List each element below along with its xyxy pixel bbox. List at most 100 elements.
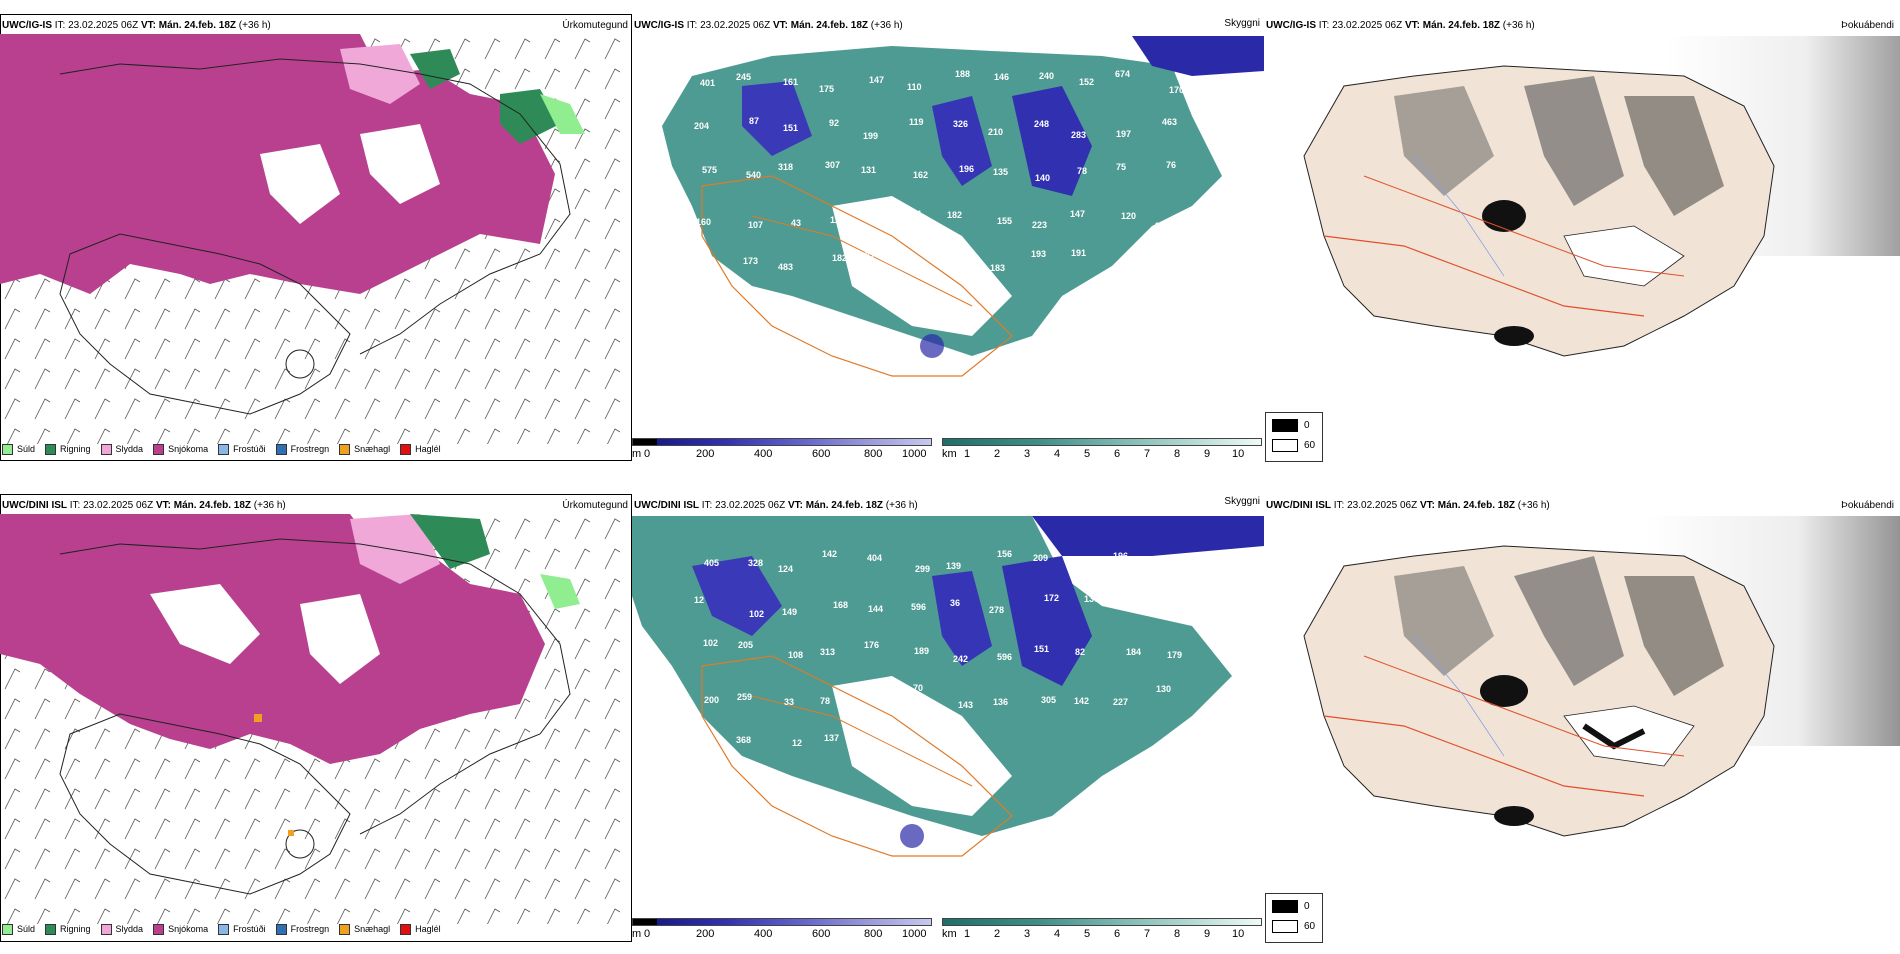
legend-label: Haglél <box>415 924 441 934</box>
visibility-value-label: 149 <box>782 607 797 617</box>
visibility-value-label: 27 <box>1121 263 1131 273</box>
legend-swatch <box>275 443 287 455</box>
visibility-value-label: 204 <box>694 121 709 131</box>
visibility-value-label: 240 <box>1039 71 1054 81</box>
visibility-value-label: 140 <box>1035 173 1050 183</box>
legend-item: Frostúði <box>218 443 266 455</box>
visibility-value-label: 368 <box>736 735 751 745</box>
visibility-value-label: 305 <box>1041 695 1056 705</box>
visibility-value-label: 137 <box>824 733 839 743</box>
visibility-value-label: 196 <box>1113 551 1128 561</box>
precip-panel-row1: UWC/IG-IS IT: 23.02.2025 06Z VT: Mán. 24… <box>0 14 632 474</box>
colorbar-m-tick: 400 <box>754 928 773 940</box>
visibility-value-label: 61 <box>700 294 710 304</box>
visibility-value-label: 326 <box>953 119 968 129</box>
visibility-value-label: 227 <box>1113 697 1128 707</box>
fog-legend-high: 60 <box>1304 440 1316 451</box>
visibility-value-label: 189 <box>914 646 929 656</box>
visibility-colorbars: m 0 200 400 600 800 1000 km 1 2 3 4 5 6 … <box>632 918 1264 954</box>
colorbar-km-tick: 5 <box>1084 928 1091 940</box>
colorbar-km-tick: 10 <box>1232 928 1245 940</box>
visibility-value-label: 318 <box>778 162 793 172</box>
legend-swatch <box>2 923 13 935</box>
legend-item: Rigning <box>45 443 91 455</box>
colorbar-km-tick: 4 <box>1054 928 1061 940</box>
colorbar-km <box>942 438 1262 446</box>
legend-label: Frostúði <box>233 444 266 454</box>
legend-item: Snjókoma <box>153 443 208 455</box>
visibility-value-label: 674 <box>1115 69 1130 79</box>
visibility-value-label: 184 <box>1126 647 1141 657</box>
legend-label: Haglél <box>415 444 441 454</box>
panel-title: Þokuábendi <box>1841 20 1894 31</box>
visibility-value-label: 283 <box>1071 130 1086 140</box>
panel-title: Úrkomutegund <box>562 20 628 31</box>
visibility-value-label: 36 <box>950 598 960 608</box>
panel-header: UWC/DINI ISL IT: 23.02.2025 06Z VT: Mán.… <box>2 500 286 511</box>
visibility-value-label: 136 <box>993 697 1008 707</box>
fog-legend-row2: 0 60 <box>1265 893 1323 943</box>
legend-label: Snæhagl <box>354 444 391 454</box>
colorbar-km-unit: km <box>942 448 957 460</box>
legend-swatch <box>153 923 165 935</box>
visibility-value-label: 299 <box>915 564 930 574</box>
visibility-value-label: 197 <box>1116 129 1131 139</box>
colorbar-km-tick: 8 <box>1174 928 1181 940</box>
colorbar-m-tick: 600 <box>812 928 831 940</box>
visibility-value-label: 173 <box>743 256 758 266</box>
colorbar-km-tick: 6 <box>1114 928 1121 940</box>
colorbar-km-tick: 4 <box>1054 448 1061 460</box>
legend-swatch <box>400 923 412 935</box>
visibility-value-label: 156 <box>997 549 1012 559</box>
visibility-value-label: 142 <box>822 549 837 559</box>
precip-legend: Súld Rigning Slydda Snjókoma Frostúði Fr… <box>2 438 441 460</box>
legend-item: Frostúði <box>218 923 266 935</box>
visibility-value-label: 33 <box>784 697 794 707</box>
visibility-value-label: 151 <box>913 261 928 271</box>
visibility-value-label: 155 <box>997 216 1012 226</box>
visibility-value-label: 313 <box>820 647 835 657</box>
visibility-value-label: 223 <box>1032 220 1047 230</box>
visibility-value-label: 788 <box>1080 566 1095 576</box>
colorbar-km-tick: 2 <box>994 448 1001 460</box>
visibility-value-label: 147 <box>1155 557 1170 567</box>
visibility-value-label: 18 <box>1167 251 1177 261</box>
colorbar-m-tick: 200 <box>696 448 715 460</box>
visibility-value-label: 245 <box>736 72 751 82</box>
visibility-value-label: 176 <box>864 640 879 650</box>
precip-map <box>0 514 632 926</box>
visibility-value-label: 151 <box>1034 644 1049 654</box>
visibility-value-labels: 405 328 124 142 404 299 139 156 209 788 196 147 12 10… <box>694 549 1184 748</box>
legend-swatch <box>218 923 230 935</box>
legend-item: Rigning <box>45 923 91 935</box>
visibility-value-label: 370 <box>869 203 884 213</box>
fog-legend-high: 60 <box>1304 921 1316 932</box>
visibility-value-label: 12 <box>694 595 704 605</box>
panel-header: UWC/IG-IS IT: 23.02.2025 06Z VT: Mán. 24… <box>634 20 903 31</box>
visibility-value-label: 107 <box>748 220 763 230</box>
legend-item: Frostregn <box>275 923 330 935</box>
visibility-value-label: 188 <box>955 69 970 79</box>
visibility-value-label: 209 <box>1033 553 1048 563</box>
colorbar-m <box>632 438 932 446</box>
legend-label: Rigning <box>60 924 91 934</box>
legend-swatch <box>218 443 230 455</box>
visibility-value-label: 130 <box>1156 684 1171 694</box>
visibility-value-label: 146 <box>994 72 1009 82</box>
visibility-value-label: 210 <box>988 127 1003 137</box>
visibility-value-label: 135 <box>993 167 1008 177</box>
visibility-value-label: 78 <box>820 696 830 706</box>
legend-label: Frostregn <box>290 924 330 934</box>
panel-title: Þokuábendi <box>1841 500 1894 511</box>
visibility-value-label: 143 <box>958 700 973 710</box>
legend-swatch <box>153 443 165 455</box>
visibility-value-label: 182 <box>832 253 847 263</box>
panel-header: UWC/IG-IS IT: 23.02.2025 06Z VT: Mán. 24… <box>1266 20 1535 31</box>
visibility-value-label: 200 <box>704 695 719 705</box>
visibility-value-label: 96 <box>1155 221 1165 231</box>
fog-legend-light <box>1272 920 1298 933</box>
legend-swatch <box>339 443 351 455</box>
visibility-value-label: 596 <box>911 602 926 612</box>
panel-title: Skyggni <box>1224 496 1260 507</box>
legend-label: Rigning <box>60 444 91 454</box>
